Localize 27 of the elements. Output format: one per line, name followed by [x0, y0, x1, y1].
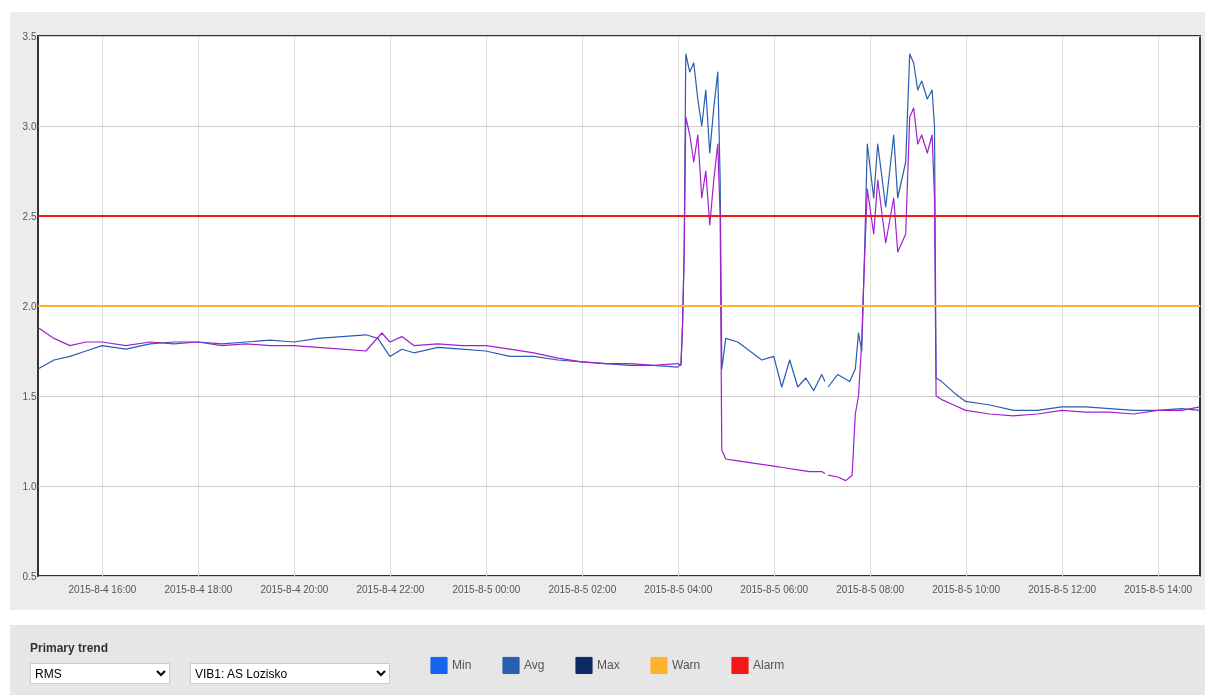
legend-label: Min — [452, 658, 472, 673]
y-tick-label: 3.0 — [22, 120, 37, 132]
y-tick-label: 2.5 — [22, 210, 37, 222]
y-tick-label: 3.5 — [22, 30, 37, 42]
x-tick-label: 2015-8-5 00:00 — [452, 583, 521, 595]
text: Primary trend — [30, 641, 109, 655]
y-tick-label: 0.5 — [22, 570, 37, 582]
x-tick-label: 2015-8-5 08:00 — [836, 583, 905, 595]
x-tick-label: 2015-8-4 16:00 — [68, 583, 137, 595]
x-tick-label: 2015-8-4 20:00 — [260, 583, 329, 595]
text: VIB1: AS Lozisko — [190, 663, 390, 684]
x-tick-label: 2015-8-5 04:00 — [644, 583, 713, 595]
x-tick-label: 2015-8-5 02:00 — [548, 583, 617, 595]
y-tick-label: 2.0 — [22, 300, 37, 312]
y-tick-label: 1.0 — [22, 480, 37, 492]
x-tick-label: 2015-8-4 22:00 — [356, 583, 425, 595]
x-tick-label: 2015-8-5 10:00 — [932, 583, 1001, 595]
x-tick-label: 2015-8-5 14:00 — [1124, 583, 1193, 595]
x-tick-label: 2015-8-5 12:00 — [1028, 583, 1097, 595]
x-tick-label: 2015-8-5 06:00 — [740, 583, 809, 595]
text: RMS — [30, 663, 170, 684]
legend-label: Avg — [524, 658, 545, 673]
y-tick-label: 1.5 — [22, 390, 37, 402]
legend-label: Alarm — [753, 658, 785, 673]
legend-label: Max — [597, 658, 620, 673]
legend-label: Warn — [672, 658, 701, 673]
x-tick-label: 2015-8-4 18:00 — [164, 583, 233, 595]
